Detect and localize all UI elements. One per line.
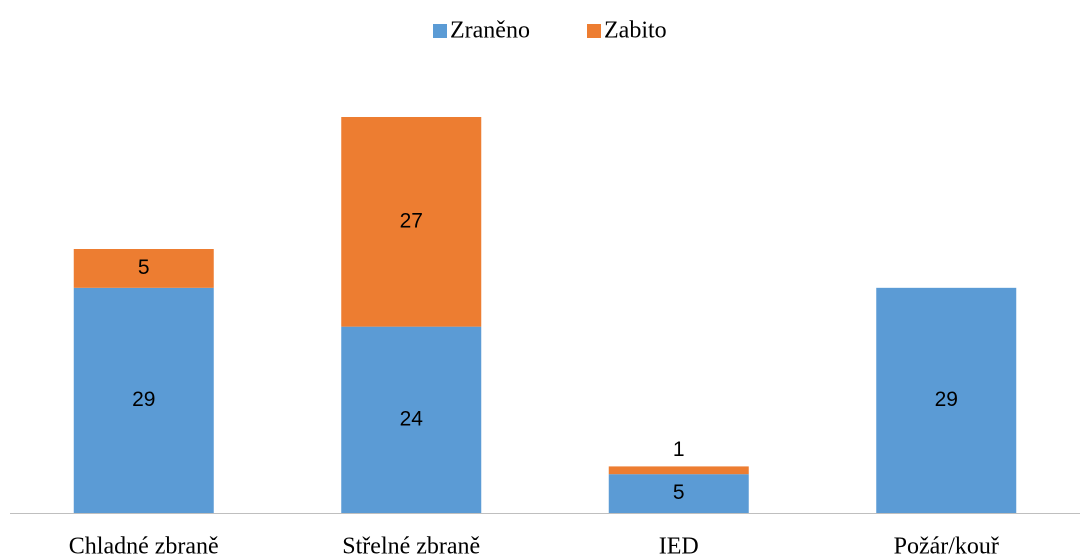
legend-swatch (587, 24, 601, 38)
bar-segment (341, 117, 482, 327)
x-tick-label: IED (659, 534, 699, 558)
bar-segment (608, 474, 749, 513)
data-label: 5 (138, 256, 150, 279)
x-tick-label: Chladné zbraně (69, 534, 219, 558)
data-label: 1 (673, 438, 685, 461)
bar-segment (608, 466, 749, 475)
legend-swatch (433, 24, 447, 38)
bar-segment (341, 326, 482, 513)
data-label: 27 (400, 209, 423, 232)
data-label: 24 (400, 407, 424, 430)
bar-segment (876, 287, 1017, 513)
bar-segment (73, 249, 214, 288)
x-tick-label: Požár/kouř (894, 534, 999, 558)
bar-segment (73, 287, 214, 513)
legend-label: Zraněno (450, 18, 530, 44)
data-label: 29 (132, 388, 155, 411)
x-tick-label: Střelné zbraně (342, 534, 480, 558)
data-label: 29 (935, 388, 958, 411)
legend-label: Zabito (604, 18, 667, 44)
data-label: 5 (673, 481, 685, 504)
